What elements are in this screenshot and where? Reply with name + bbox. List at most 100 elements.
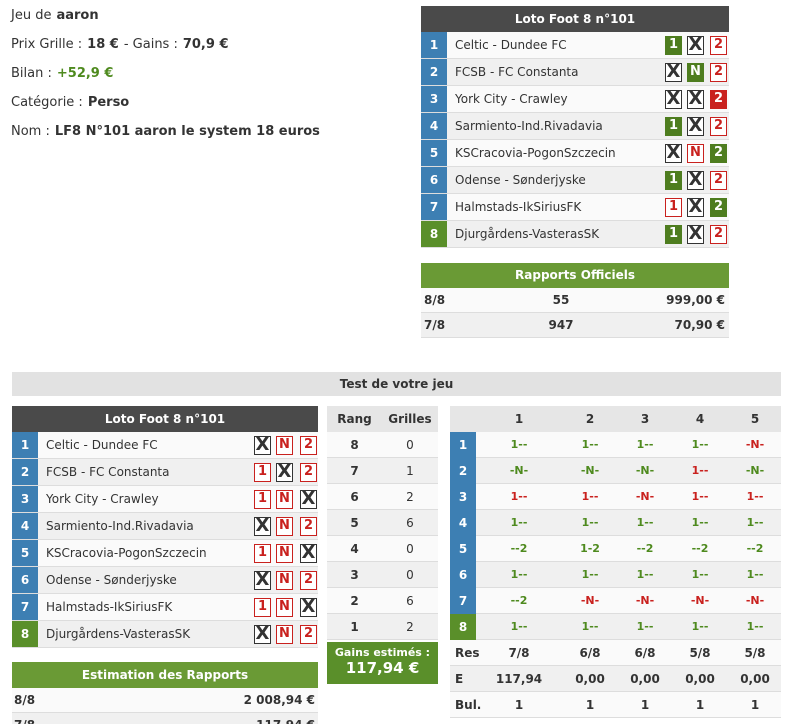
- row-number: 5: [450, 536, 476, 562]
- combi-cell: -N-: [580, 594, 600, 607]
- pick-box: X: [665, 61, 682, 82]
- pick-box: 2: [300, 517, 317, 536]
- match-name: Djurgårdens-VasterasSK: [455, 227, 600, 241]
- summary-cell: 0,00: [685, 672, 715, 686]
- pick-box: N: [687, 144, 704, 163]
- combi-cell: 1--: [581, 620, 599, 633]
- pick-box: X: [665, 142, 682, 163]
- combi-cell: 1--: [581, 568, 599, 581]
- match-name: Sarmiento-Ind.Rivadavia: [455, 119, 603, 133]
- pick-box: 2: [710, 198, 727, 217]
- row-number: 2: [12, 459, 38, 485]
- summary-cell: 5/8: [689, 646, 711, 660]
- combi-cell: 1--: [691, 620, 709, 633]
- combi-cell: 1--: [510, 620, 528, 633]
- winners: 55: [552, 293, 570, 307]
- match-name: Celtic - Dundee FC: [455, 38, 567, 52]
- row-number: 3: [12, 486, 38, 512]
- combi-cell: 1--: [636, 620, 654, 633]
- pick-box: 2: [300, 436, 317, 455]
- combi-cell: 1--: [746, 490, 764, 503]
- combi-cell: --2: [746, 542, 764, 555]
- amount: 999,00 €: [666, 293, 725, 307]
- pick-box: 1: [665, 198, 682, 217]
- table-row: [450, 588, 781, 614]
- combi-cell: -N-: [509, 464, 529, 477]
- combi-cell: -N-: [580, 464, 600, 477]
- combi-cell: 1--: [510, 490, 528, 503]
- info-label: Prix Grille :: [11, 37, 83, 52]
- gains-box: Gains estimés :117,94 €: [327, 642, 438, 684]
- pick-box: 2: [710, 117, 727, 136]
- table-row: [450, 484, 781, 510]
- amount: 117,94 €: [150, 713, 315, 724]
- amount: 2 008,94 €: [243, 693, 315, 707]
- table-row: [327, 458, 438, 484]
- col-header: Rang: [327, 406, 382, 432]
- combi-cell: 1--: [510, 516, 528, 529]
- combi-cell: 1--: [581, 516, 599, 529]
- col-header: Grilles: [382, 406, 438, 432]
- row-number: 2: [450, 458, 476, 484]
- summary-cell: 1: [750, 698, 760, 712]
- pick-box: X: [254, 623, 271, 644]
- pick-box: 2: [710, 171, 727, 190]
- pick-box: X: [687, 115, 704, 136]
- row-number: 5: [12, 540, 38, 566]
- info-line: Jeu de aaron: [11, 8, 104, 23]
- combi-cell: 1--: [746, 620, 764, 633]
- rang-cell: 8: [350, 438, 359, 452]
- pick-box: 1: [254, 598, 271, 617]
- pick-box: X: [254, 515, 271, 536]
- match-name: York City - Crawley: [46, 492, 159, 506]
- info-label: Nom :: [11, 124, 50, 139]
- gains-label: Gains estimés :: [334, 646, 431, 659]
- match-name: Celtic - Dundee FC: [46, 438, 158, 452]
- table-row: [421, 313, 729, 338]
- pick-box: X: [687, 169, 704, 190]
- rang-cell: 2: [350, 594, 359, 608]
- summary-cell: 1: [695, 698, 705, 712]
- pick-box: X: [687, 88, 704, 109]
- col-header: 2: [585, 412, 595, 426]
- pick-box: 1: [665, 225, 682, 244]
- combi-cell: 1--: [636, 516, 654, 529]
- pick-box: X: [687, 34, 704, 55]
- row-number: 6: [421, 167, 447, 193]
- summary-cell: 1: [585, 698, 595, 712]
- info-line: Catégorie : Perso: [11, 95, 134, 110]
- combi-cell: -N-: [635, 594, 655, 607]
- pick-box: N: [687, 63, 704, 82]
- rang-cell: 2: [406, 490, 414, 504]
- pick-box: N: [276, 436, 293, 455]
- table-row: [450, 510, 781, 536]
- combi-cell: 1--: [691, 490, 709, 503]
- summary-cell: 7/8: [508, 646, 530, 660]
- pick-box: 1: [665, 117, 682, 136]
- col-header: 5: [750, 412, 760, 426]
- combi-cell: -N-: [745, 438, 765, 451]
- info-value: +52,9 €: [56, 66, 114, 81]
- col-header: 3: [640, 412, 650, 426]
- match-name: Djurgårdens-VasterasSK: [46, 627, 191, 641]
- rang-cell: 1: [350, 620, 359, 634]
- row-number: 7: [421, 194, 447, 220]
- row-number: 3: [421, 86, 447, 112]
- row-number: 6: [450, 562, 476, 588]
- combi-cell: 1--: [691, 438, 709, 451]
- info-value: Perso: [87, 95, 130, 110]
- col-header: 4: [695, 412, 705, 426]
- table-row: [327, 432, 438, 458]
- pick-box: X: [300, 596, 317, 617]
- row-number: 5: [421, 140, 447, 166]
- combi-cell: --2: [510, 594, 528, 607]
- info-line: Bilan : +52,9 €: [11, 66, 118, 81]
- table-header: Rapports Officiels: [421, 263, 729, 288]
- rank: 8/8: [424, 293, 446, 307]
- table-row: [327, 510, 438, 536]
- row-number: 1: [12, 432, 38, 458]
- summary-cell: 6/8: [634, 646, 656, 660]
- info-line: Nom : LF8 N°101 aaron le system 18 euros: [11, 124, 325, 139]
- pick-box: X: [300, 488, 317, 509]
- row-number: 3: [450, 484, 476, 510]
